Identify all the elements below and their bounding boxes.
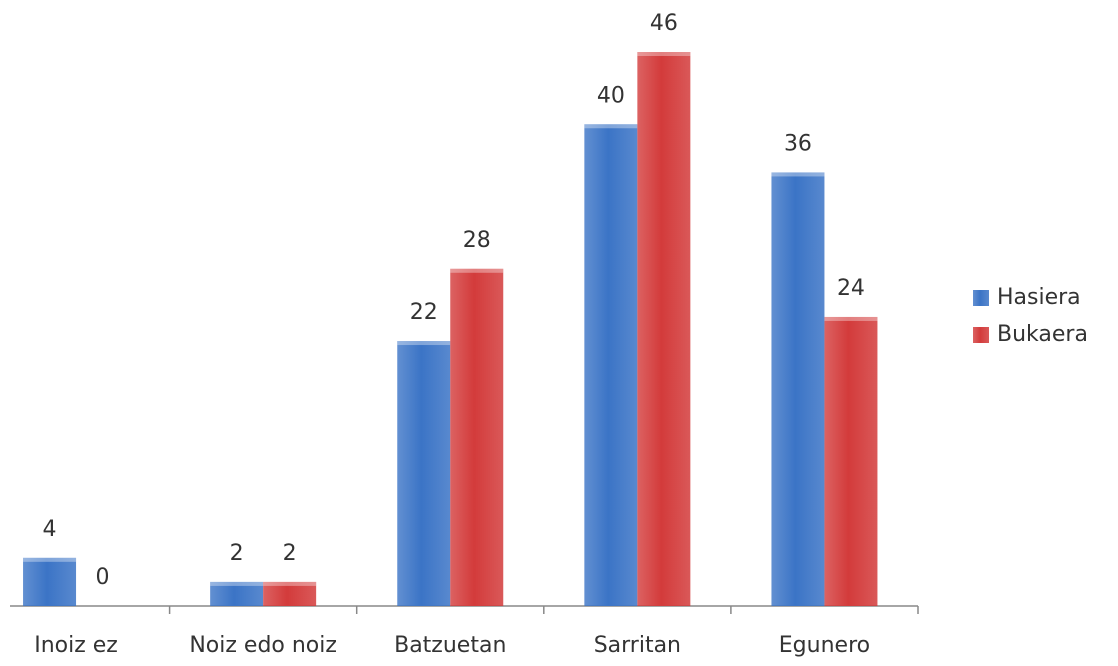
bar-bevel	[263, 581, 317, 586]
value-label: 4	[43, 517, 57, 542]
value-label: 40	[597, 83, 625, 108]
legend-swatch	[973, 290, 989, 306]
bar	[210, 581, 264, 606]
legend-label: Bukaera	[997, 322, 1088, 347]
bar-bevel	[824, 316, 878, 321]
value-label: 2	[283, 541, 297, 566]
bar-bevel	[637, 52, 691, 56]
bar-bevel	[210, 581, 264, 586]
x-tick-label: Inoiz ez	[34, 633, 118, 658]
legend-label: Hasiera	[997, 285, 1081, 310]
bar	[263, 581, 317, 606]
x-tick-label: Noiz edo noiz	[189, 633, 337, 658]
bar	[23, 557, 77, 606]
bar-bevel	[397, 341, 451, 346]
value-label: 36	[784, 131, 812, 156]
bar	[771, 172, 825, 606]
x-tick-label: Egunero	[779, 633, 870, 658]
value-label: 0	[96, 565, 110, 590]
bar	[637, 52, 691, 606]
value-label: 2	[230, 541, 244, 566]
value-label: 46	[650, 11, 678, 36]
bar	[450, 268, 504, 606]
bar	[584, 124, 638, 607]
bar-bevel	[584, 124, 638, 129]
bar-bevel	[450, 268, 504, 273]
bar-bevel	[771, 172, 825, 177]
bar	[397, 341, 451, 606]
bar	[824, 316, 878, 606]
value-label: 24	[837, 276, 865, 301]
x-tick-label: Sarritan	[594, 633, 681, 658]
value-label: 28	[463, 228, 491, 253]
x-tick-label: Batzuetan	[394, 633, 506, 658]
legend-swatch	[973, 327, 989, 343]
bar-bevel	[23, 557, 77, 562]
value-label: 22	[410, 300, 438, 325]
